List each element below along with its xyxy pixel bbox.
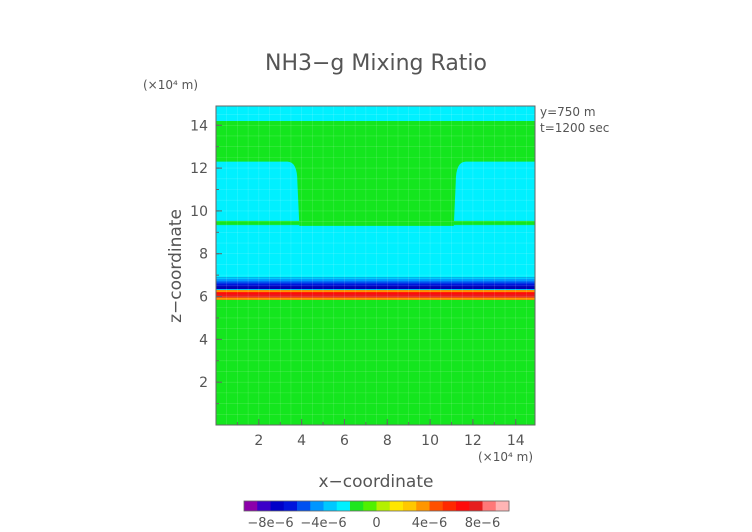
band-stripe <box>216 277 535 280</box>
x-tick-label: 6 <box>340 433 349 449</box>
contour-field <box>216 106 535 425</box>
colorbar-tick-label: 4e−6 <box>412 516 447 531</box>
y-axis: 2 4 6 8 10 12 14 <box>190 118 222 405</box>
y-tick-label: 14 <box>190 118 208 134</box>
colorbar-swatch <box>323 501 338 511</box>
colorbar-tick-label: −8e−6 <box>247 516 293 531</box>
annotation-y: y=750 m <box>540 105 596 119</box>
colorbar-swatch <box>336 501 351 511</box>
x-axis: 2 4 6 8 10 12 14 <box>236 419 525 449</box>
x-tick-label: 2 <box>254 433 263 449</box>
x-tick-label: 8 <box>383 433 392 449</box>
colorbar-swatch <box>257 501 271 511</box>
y-tick-label: 4 <box>199 332 208 348</box>
colorbar-swatch <box>469 501 483 511</box>
y-tick-label: 8 <box>199 247 208 263</box>
band-stripe <box>216 297 535 300</box>
colorbar-swatch <box>297 501 311 511</box>
colorbar-swatch <box>403 501 417 511</box>
band-stripe <box>216 279 535 282</box>
colorbar-tick-label: 8e−6 <box>465 516 500 531</box>
colorbar-swatch <box>363 501 377 511</box>
y-tick-label: 6 <box>199 290 208 306</box>
band-stripe <box>216 281 535 284</box>
region-right-lobe-edge <box>453 220 535 225</box>
colorbar-swatch <box>416 501 430 511</box>
y-axis-label: z−coordinate <box>166 209 186 323</box>
band-stripe <box>216 290 535 293</box>
region-left-lobe <box>216 161 300 226</box>
region-mid-layer <box>216 225 535 278</box>
grid-lines <box>216 106 535 425</box>
colorbar-frame <box>243 500 510 512</box>
y-tick-label: 2 <box>199 375 208 391</box>
colorbar-swatch <box>350 501 364 511</box>
band-stripe <box>216 289 535 291</box>
band-stripe <box>216 292 535 295</box>
colorbar-swatch <box>456 501 470 511</box>
y-unit-label: (×10⁴ m) <box>143 78 198 92</box>
colorbar-swatch <box>376 501 391 511</box>
chart-title: NH3−g Mixing Ratio <box>265 51 487 76</box>
colorbar-tick-label: 0 <box>372 516 380 531</box>
colorbar-swatch <box>244 501 258 511</box>
colorbar-swatch <box>283 501 298 511</box>
colorbar-swatch <box>482 501 497 511</box>
plot-frame <box>215 105 536 426</box>
band-stripe <box>216 283 535 286</box>
colorbar-swatch <box>442 501 457 511</box>
band-stripe <box>216 294 535 298</box>
colorbar-swatch <box>310 501 324 511</box>
region-left-lobe-edge <box>216 220 300 225</box>
x-axis-label: x−coordinate <box>319 472 434 492</box>
band-stripe <box>216 285 535 290</box>
colorbar-swatch <box>495 501 510 511</box>
x-tick-label: 4 <box>297 433 306 449</box>
colorbar-swatch <box>429 501 444 511</box>
annotation-t: t=1200 sec <box>540 121 609 135</box>
x-tick-label: 12 <box>464 433 482 449</box>
colorbar: −8e−6 −4e−6 0 4e−6 8e−6 <box>243 500 510 531</box>
y-tick-label: 10 <box>190 204 208 220</box>
x-tick-label: 14 <box>507 433 525 449</box>
colorbar-swatch <box>270 501 285 511</box>
region-right-lobe <box>453 161 535 226</box>
colorbar-tick-label: −4e−6 <box>300 516 346 531</box>
colorbar-swatch <box>389 501 404 511</box>
region-top-layer <box>216 106 535 121</box>
x-unit-label: (×10⁴ m) <box>478 450 533 464</box>
y-tick-label: 12 <box>190 161 208 177</box>
x-tick-label: 10 <box>421 433 439 449</box>
